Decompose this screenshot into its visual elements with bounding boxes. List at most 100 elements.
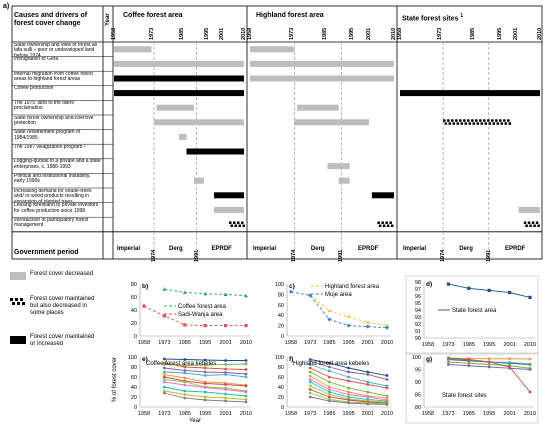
bar-dash-mark [471, 119, 474, 122]
data-point [385, 396, 389, 400]
data-point [347, 366, 350, 370]
header-causes: Causes and drivers of forest cover chang… [14, 12, 88, 27]
government-period: Derg [169, 246, 183, 252]
chart-frame [405, 275, 539, 355]
data-point [203, 390, 207, 394]
header-state-sup: 1 [460, 13, 464, 19]
y-tick-label: 20 [131, 395, 137, 401]
x-tick-label: 1958 [422, 342, 434, 348]
header-coffee: Coffee forest area [123, 12, 183, 19]
bar-grey [214, 206, 244, 213]
year-header: 1995 [496, 27, 503, 40]
data-point [308, 384, 312, 388]
year-header: 2001 [218, 27, 225, 40]
government-period: 1991 [485, 249, 492, 262]
bar-grey [114, 46, 152, 53]
bar-dash-mark [237, 221, 240, 224]
row-label: State ownership and view of forest as la… [14, 42, 98, 57]
header-state-text: State forest sites [402, 15, 459, 23]
data-point [308, 378, 312, 381]
bar-grey [114, 60, 244, 67]
data-point [346, 323, 351, 328]
data-point [163, 389, 166, 393]
bar-dash-mark [472, 122, 476, 125]
data-point [366, 395, 370, 399]
y-tick-label: 80 [131, 365, 137, 371]
y-tick-label: 85 [415, 393, 421, 399]
y-tick-label: 97 [415, 287, 421, 293]
data-point [224, 363, 228, 366]
legend-label-increased: Forest cover maintained or increased [30, 334, 95, 347]
data-point [224, 324, 228, 328]
data-point [328, 388, 331, 391]
x-tick-label: 2010 [240, 411, 252, 417]
data-point [385, 374, 389, 377]
bar-dash-mark [382, 224, 386, 227]
data-point [508, 365, 511, 369]
government-period: 1991 [338, 249, 345, 262]
y-tick-label: 80 [131, 282, 137, 288]
data-point [528, 295, 532, 299]
panel-label: d) [426, 281, 432, 288]
bar-dash-mark [500, 122, 504, 125]
data-point [163, 373, 166, 376]
x-tick-label: 1995 [199, 411, 211, 417]
bar-dash-mark [229, 221, 232, 224]
data-point [203, 398, 207, 402]
bar-dash-mark [479, 119, 482, 122]
series-line [309, 294, 388, 327]
data-point [183, 396, 187, 400]
bar-grey [518, 206, 540, 213]
chart-b: 0 20 40 60 80 1958 1973 1985 1995 2001 2010 b) Coffe… [131, 282, 252, 346]
data-point [447, 363, 450, 366]
government-period: EPRDF [358, 246, 379, 252]
x-tick-label: 2001 [362, 340, 374, 346]
header-highland: Highland forest area [256, 12, 324, 19]
bar-grey [154, 119, 244, 126]
government-period: Derg [459, 246, 473, 252]
government-period: Imperial [253, 246, 277, 252]
y-tick-label: 20 [131, 321, 137, 327]
bar-mixed [229, 221, 245, 227]
government-period: Imperial [403, 246, 427, 252]
row-label: Coffee production [14, 86, 54, 92]
bar-dash-mark [464, 122, 468, 125]
x-tick-label: 1985 [179, 340, 191, 346]
bar-dash-mark [390, 224, 394, 227]
data-point [385, 325, 389, 330]
data-point [385, 386, 389, 390]
year-header: 1958 [111, 27, 117, 40]
bar-dash-mark [378, 224, 382, 227]
panel-label: g) [426, 356, 432, 363]
data-point [244, 375, 248, 379]
data-point [365, 324, 370, 329]
bar-grey [327, 163, 350, 170]
data-point [327, 317, 332, 322]
bar-dash-mark [499, 119, 502, 122]
data-point [347, 393, 350, 396]
y-tick-label: 20 [278, 395, 284, 401]
x-tick-label: 1958 [138, 340, 150, 346]
data-point [385, 403, 389, 406]
data-point [203, 382, 207, 385]
x-tick-label: 2010 [381, 340, 393, 346]
x-tick-label: 2001 [362, 411, 374, 417]
y-tick-label: 20 [278, 324, 284, 330]
y-tick-label: 100 [412, 355, 421, 361]
x-tick-label: 1958 [285, 340, 297, 346]
data-point [308, 363, 312, 366]
data-point [244, 359, 248, 362]
data-point [487, 365, 491, 369]
panel-a-label: a) [3, 3, 10, 10]
bar-mixed [443, 119, 512, 125]
data-point [203, 358, 207, 362]
bar-dash-mark [381, 221, 384, 224]
series-line [143, 305, 246, 327]
bar-dash-mark [503, 119, 506, 122]
y-tick-label: 40 [278, 385, 284, 391]
bar-dash-mark [484, 122, 488, 125]
bar-dash-mark [233, 221, 236, 224]
data-point [447, 360, 450, 364]
x-tick-label: 1985 [463, 342, 475, 348]
